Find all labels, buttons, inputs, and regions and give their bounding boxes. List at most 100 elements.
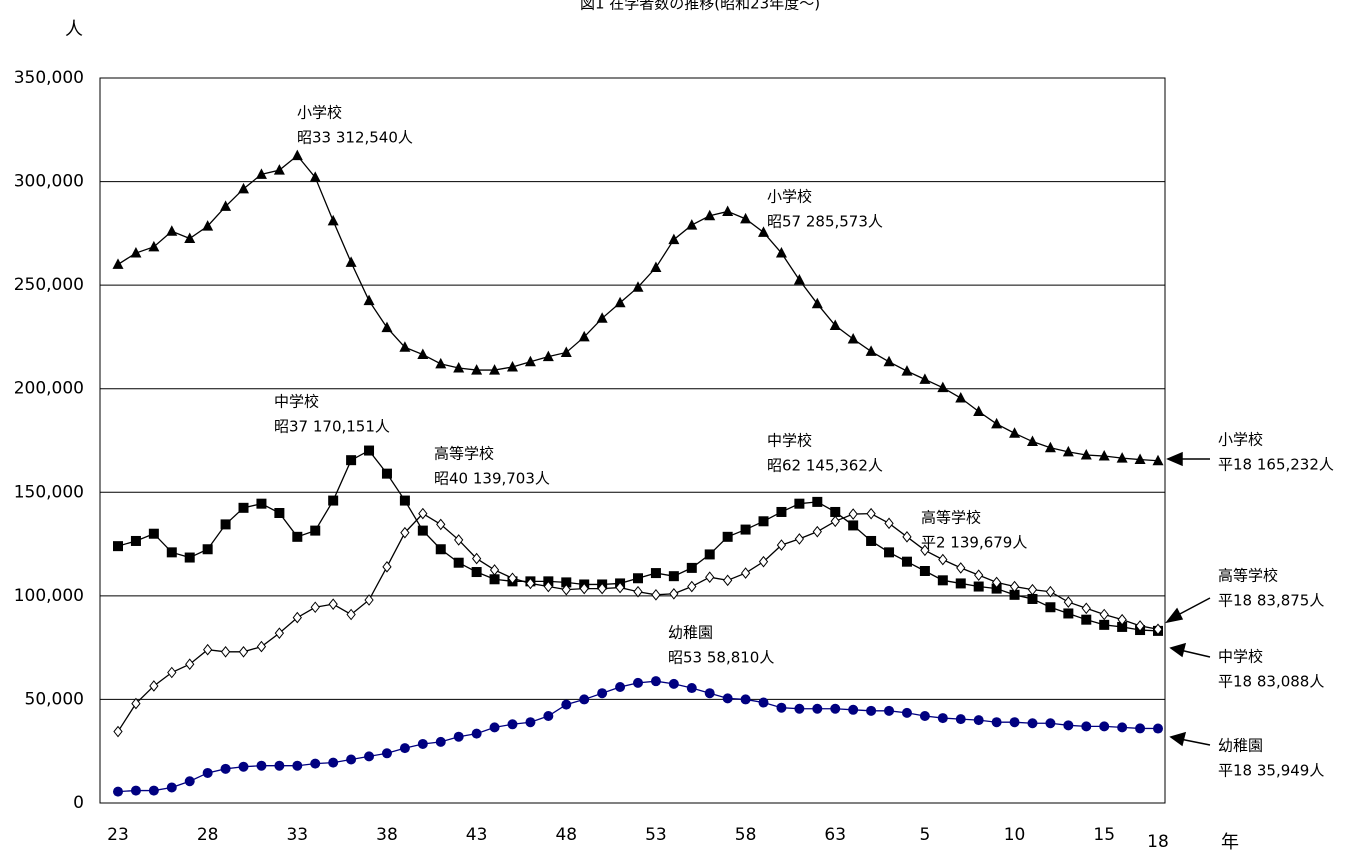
- marker: [166, 547, 177, 558]
- series-line: [117, 154, 1159, 462]
- marker: [1045, 718, 1056, 729]
- x-tick-label: 43: [466, 825, 488, 845]
- marker: [902, 531, 912, 543]
- marker: [220, 519, 231, 530]
- marker: [740, 567, 751, 579]
- marker: [1117, 613, 1127, 626]
- marker: [686, 562, 697, 573]
- marker: [255, 168, 267, 179]
- marker: [776, 539, 787, 551]
- marker: [524, 355, 536, 367]
- marker: [686, 219, 698, 230]
- marker: [758, 516, 769, 527]
- annotation: 昭33 312,540人: [297, 129, 413, 147]
- marker: [1063, 608, 1074, 619]
- marker: [794, 498, 805, 509]
- marker: [417, 525, 428, 536]
- marker: [1099, 619, 1110, 630]
- marker: [167, 666, 177, 679]
- marker: [1135, 723, 1146, 734]
- marker: [166, 225, 178, 236]
- x-tick-label: 33: [286, 825, 308, 845]
- marker: [203, 643, 213, 656]
- marker: [399, 495, 410, 506]
- marker: [1045, 585, 1056, 598]
- plot-area: [99, 77, 1166, 804]
- marker: [669, 587, 679, 600]
- marker: [346, 455, 357, 466]
- marker: [829, 319, 841, 331]
- marker: [291, 149, 303, 161]
- annotation: 平2 139,679人: [921, 534, 1027, 552]
- marker: [220, 763, 231, 774]
- marker: [991, 717, 1002, 728]
- marker: [722, 531, 733, 542]
- marker: [794, 703, 805, 714]
- marker: [130, 535, 141, 546]
- marker: [560, 346, 572, 357]
- marker: [865, 345, 877, 356]
- marker: [812, 525, 822, 538]
- marker: [131, 697, 141, 710]
- arrow-head: [1166, 451, 1183, 467]
- marker: [364, 594, 374, 606]
- marker: [579, 694, 590, 705]
- marker: [561, 577, 572, 588]
- marker: [328, 598, 338, 610]
- marker: [668, 233, 680, 245]
- marker: [238, 645, 249, 658]
- marker: [310, 601, 320, 614]
- marker: [991, 583, 1002, 594]
- marker: [274, 508, 285, 518]
- marker: [489, 564, 500, 576]
- arrows: [1165, 451, 1211, 747]
- marker: [1099, 721, 1110, 732]
- annotation: 小学校: [297, 104, 342, 122]
- marker: [937, 381, 949, 393]
- marker: [723, 574, 733, 587]
- y-tick-label: 0: [73, 793, 84, 813]
- marker: [722, 693, 733, 704]
- marker: [1009, 589, 1020, 600]
- y-tick-label: 250,000: [14, 275, 84, 295]
- marker: [435, 544, 446, 555]
- marker: [597, 688, 608, 699]
- marker: [1153, 623, 1163, 636]
- y-tick-label: 150,000: [14, 482, 84, 502]
- x-tick-label: 38: [376, 825, 398, 845]
- annotation: 高等学校: [434, 445, 494, 463]
- marker: [435, 357, 447, 369]
- marker: [453, 731, 464, 742]
- marker: [633, 573, 643, 584]
- marker: [830, 515, 840, 528]
- marker: [758, 226, 770, 237]
- annotation: 高等学校: [1218, 567, 1278, 585]
- marker: [346, 608, 356, 621]
- marker: [489, 364, 501, 375]
- marker: [148, 785, 159, 796]
- marker: [615, 682, 626, 692]
- marker: [578, 330, 590, 342]
- marker: [292, 531, 303, 542]
- marker: [382, 561, 392, 573]
- marker: [650, 568, 661, 579]
- marker: [417, 738, 428, 749]
- y-unit: 人: [65, 19, 83, 40]
- marker: [202, 767, 213, 778]
- marker: [740, 694, 751, 705]
- marker: [148, 240, 160, 252]
- marker: [705, 571, 715, 584]
- marker: [687, 580, 697, 593]
- marker: [919, 566, 930, 576]
- marker: [506, 360, 518, 372]
- marker: [1063, 596, 1073, 608]
- marker: [238, 502, 249, 513]
- marker: [848, 508, 858, 520]
- marker: [776, 506, 787, 517]
- marker: [220, 645, 231, 658]
- marker: [453, 362, 465, 373]
- annotation: 小学校: [767, 188, 812, 206]
- marker: [973, 581, 984, 592]
- marker: [955, 714, 966, 725]
